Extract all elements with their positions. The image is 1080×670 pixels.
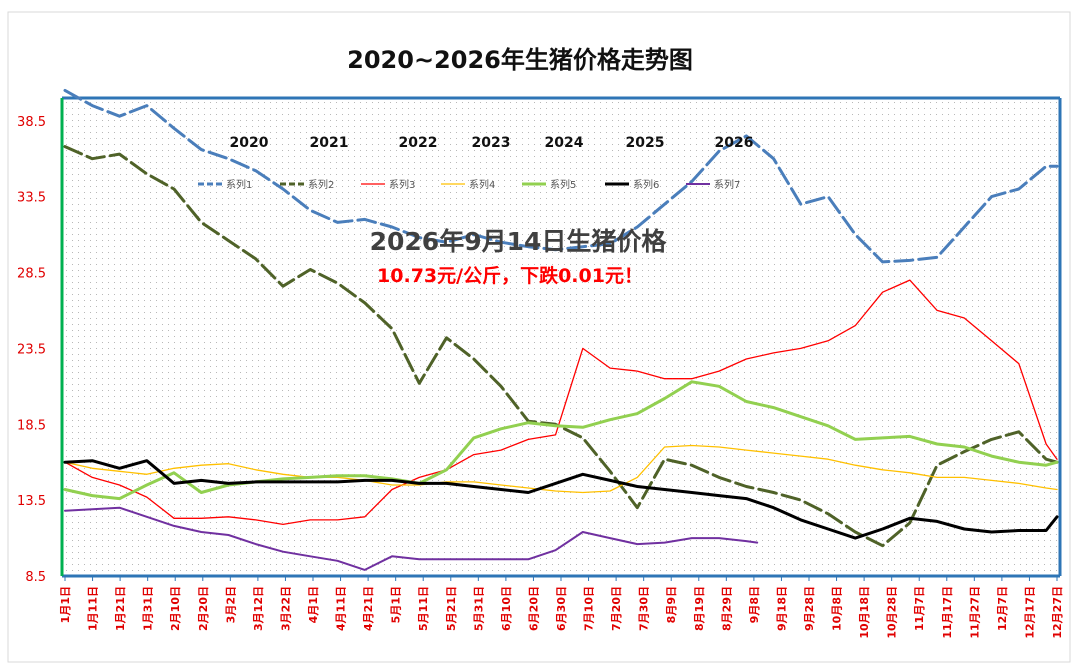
plot-area — [62, 98, 1060, 576]
y-tick-label: 13.5 — [17, 494, 46, 509]
x-tick-label: 9月8日 — [748, 586, 761, 623]
legend-label: 系列1 — [226, 178, 252, 191]
x-tick-label: 3月2日 — [224, 586, 237, 623]
series-line-系列1 — [63, 88, 1059, 264]
series-line-系列3 — [64, 279, 1058, 526]
x-ticks: 1月1日 1月11日 1月21日 1月31日 2月10日 2月20日 3月2日 3月12日 3月… — [59, 576, 1064, 639]
x-tick-label: 11月27日 — [968, 586, 981, 639]
x-tick-label: 1月21日 — [114, 586, 127, 631]
x-tick-label: 12月27日 — [1051, 586, 1064, 639]
x-tick-label: 5月11日 — [417, 586, 430, 631]
year-label: 2026 — [715, 135, 754, 151]
year-label: 2022 — [399, 135, 438, 151]
x-tick-label: 4月21日 — [362, 586, 375, 631]
x-tick-label: 8月29日 — [720, 586, 733, 631]
legend-label: 系列6 — [633, 178, 659, 191]
x-tick-label: 6月10日 — [500, 586, 513, 631]
x-tick-label: 10月8日 — [831, 586, 844, 631]
x-tick-label: 11月17日 — [941, 586, 954, 639]
x-tick-label: 4月1日 — [307, 586, 320, 623]
annotation-price: 10.73元/公斤，下跌0.01元！ — [377, 264, 643, 287]
x-tick-label: 10月28日 — [886, 586, 899, 639]
annotation-date: 2026年9月14日生猪价格 — [370, 227, 668, 256]
x-tick-label: 7月30日 — [638, 586, 651, 631]
series-line-系列4 — [64, 444, 1058, 494]
x-tick-label: 8月9日 — [665, 586, 678, 623]
x-tick-label: 1月31日 — [142, 586, 155, 631]
x-tick-label: 12月7日 — [996, 586, 1009, 631]
y-tick-label: 18.5 — [17, 418, 46, 433]
x-tick-label: 6月30日 — [555, 586, 568, 631]
y-tick-label: 38.5 — [17, 115, 46, 130]
x-tick-label: 11月7日 — [913, 586, 926, 631]
x-tick-label: 1月1日 — [59, 586, 72, 623]
y-tick-label: 23.5 — [17, 342, 46, 357]
legend-label: 系列4 — [469, 178, 495, 191]
series-line-系列6 — [63, 459, 1059, 540]
year-label: 2021 — [310, 135, 349, 151]
x-tick-label: 9月28日 — [803, 586, 816, 631]
x-tick-label: 7月10日 — [583, 586, 596, 631]
x-tick-label: 4月11日 — [335, 586, 348, 631]
x-tick-label: 7月20日 — [610, 586, 623, 631]
x-tick-label: 5月1日 — [390, 586, 403, 623]
series-line-系列2 — [63, 145, 1059, 548]
year-label: 2020 — [230, 135, 269, 151]
legend-label: 系列5 — [550, 178, 576, 191]
x-tick-label: 10月18日 — [858, 586, 871, 639]
x-tick-label: 12月17日 — [1023, 586, 1036, 639]
x-tick-label: 5月21日 — [445, 586, 458, 631]
legend: 系列1 系列2 系列3 系列4 系列5 系列6 系列7 — [198, 178, 740, 191]
y-tick-label: 33.5 — [17, 191, 46, 206]
year-labels: 2020 2021 2022 2023 2024 2025 2026 — [230, 135, 754, 151]
legend-label: 系列7 — [714, 178, 740, 191]
year-label: 2023 — [472, 135, 511, 151]
chart-title: 2020~2026年生猪价格走势图 — [347, 46, 693, 74]
x-tick-label: 6月20日 — [527, 586, 540, 631]
y-tick-label: 28.5 — [17, 267, 46, 282]
x-tick-label: 9月18日 — [775, 586, 788, 631]
legend-label: 系列2 — [308, 178, 334, 191]
x-tick-label: 2月20日 — [197, 586, 210, 631]
series-line-系列7 — [64, 506, 759, 571]
x-tick-label: 8月19日 — [693, 586, 706, 631]
x-tick-label: 3月22日 — [279, 586, 292, 631]
x-tick-label: 1月11日 — [87, 586, 100, 631]
x-tick-label: 5月31日 — [472, 586, 485, 631]
year-label: 2024 — [545, 135, 584, 151]
series-layer — [63, 88, 1059, 571]
x-tick-label: 2月10日 — [169, 586, 182, 631]
x-tick-label: 3月12日 — [252, 586, 265, 631]
year-label: 2025 — [626, 135, 665, 151]
legend-label: 系列3 — [389, 178, 415, 191]
y-tick-label: 8.5 — [25, 570, 46, 585]
y-ticks: 8.5 13.5 18.5 23.5 28.5 33.5 38.5 — [17, 115, 46, 585]
